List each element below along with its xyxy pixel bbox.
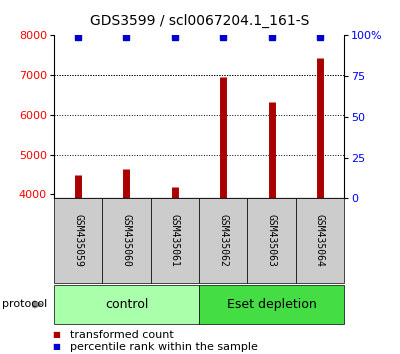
Text: GSM435063: GSM435063	[266, 214, 276, 267]
Text: GSM435060: GSM435060	[122, 214, 132, 267]
Text: transformed count: transformed count	[70, 330, 174, 339]
Text: control: control	[105, 298, 148, 311]
Text: Eset depletion: Eset depletion	[227, 298, 316, 311]
Text: percentile rank within the sample: percentile rank within the sample	[70, 342, 258, 352]
Text: protocol: protocol	[2, 299, 47, 309]
Text: GSM435061: GSM435061	[170, 214, 180, 267]
Text: GSM435059: GSM435059	[73, 214, 83, 267]
Text: ■: ■	[52, 330, 60, 339]
Text: GDS3599 / scl0067204.1_161-S: GDS3599 / scl0067204.1_161-S	[90, 14, 310, 28]
Text: GSM435064: GSM435064	[315, 214, 325, 267]
Text: ■: ■	[52, 342, 60, 352]
Text: GSM435062: GSM435062	[218, 214, 228, 267]
